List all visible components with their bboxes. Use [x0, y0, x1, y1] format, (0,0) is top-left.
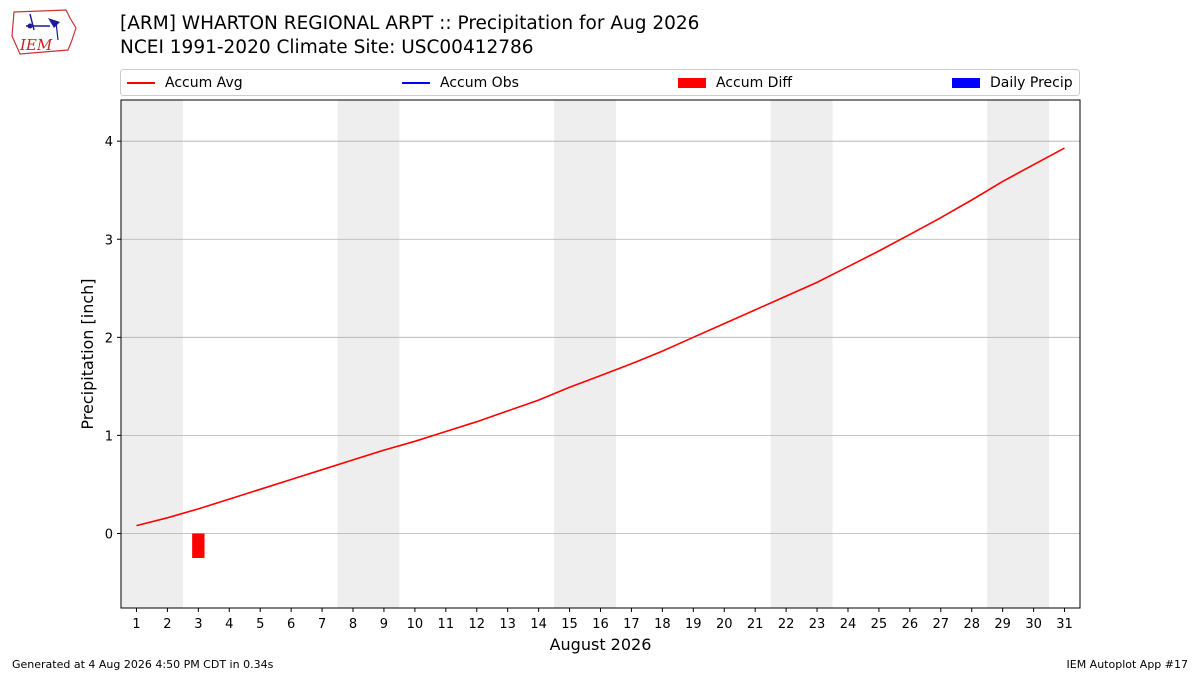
svg-text:IEM: IEM — [19, 36, 53, 54]
x-tick-label: 15 — [561, 617, 578, 632]
x-tick-label: 26 — [902, 617, 919, 632]
x-tick-label: 9 — [380, 617, 388, 632]
legend-item-accum-avg: Accum Avg — [127, 70, 243, 95]
x-tick-label: 8 — [349, 617, 357, 632]
footer-generated: Generated at 4 Aug 2026 4:50 PM CDT in 0… — [12, 658, 274, 671]
weekend-band — [987, 100, 1050, 608]
iem-logo: IEM — [11, 9, 77, 55]
y-tick-label: 4 — [105, 135, 113, 150]
chart-subtitle: NCEI 1991-2020 Climate Site: USC00412786 — [120, 37, 534, 58]
x-tick-label: 22 — [778, 617, 795, 632]
x-tick-label: 4 — [225, 617, 233, 632]
footer-app: IEM Autoplot App #17 — [1066, 658, 1189, 671]
x-tick-label: 20 — [716, 617, 733, 632]
legend-label-accum-diff: Accum Diff — [716, 74, 793, 91]
x-tick-label: 16 — [592, 617, 609, 632]
legend-label-accum-avg: Accum Avg — [165, 74, 243, 91]
weekend-band — [337, 100, 400, 608]
y-axis-label: Precipitation [inch] — [78, 278, 97, 429]
x-tick-label: 27 — [933, 617, 950, 632]
y-tick-label: 1 — [105, 429, 113, 444]
x-tick-label: 19 — [685, 617, 702, 632]
x-tick-label: 13 — [499, 617, 516, 632]
legend-swatch-accum-avg — [127, 81, 155, 84]
x-tick-label: 24 — [840, 617, 857, 632]
x-tick-label: 30 — [1025, 617, 1042, 632]
weekend-band — [554, 100, 616, 608]
y-tick-label: 2 — [105, 331, 113, 346]
weekend-band — [770, 100, 833, 608]
legend: Accum Avg Accum Obs Accum Diff Daily Pre… — [120, 69, 1080, 96]
chart-title: [ARM] WHARTON REGIONAL ARPT :: Precipita… — [120, 13, 700, 34]
x-tick-label: 5 — [256, 617, 264, 632]
x-tick-label: 12 — [468, 617, 485, 632]
x-tick-label: 29 — [994, 617, 1011, 632]
x-tick-label: 7 — [318, 617, 326, 632]
x-tick-label: 18 — [654, 617, 671, 632]
x-tick-label: 23 — [809, 617, 826, 632]
legend-item-accum-diff: Accum Diff — [678, 70, 792, 95]
legend-label-daily-precip: Daily Precip — [990, 74, 1073, 91]
y-tick-label: 3 — [105, 233, 113, 248]
weekend-band — [121, 100, 183, 608]
accum-avg-line — [136, 147, 1065, 527]
x-tick-label: 1 — [132, 617, 140, 632]
accum-diff-bar — [192, 533, 205, 558]
x-tick-label: 17 — [623, 617, 640, 632]
x-tick-label: 21 — [747, 617, 764, 632]
legend-item-daily-precip: Daily Precip — [952, 70, 1073, 95]
x-tick-label: 31 — [1056, 617, 1073, 632]
x-tick-label: 14 — [530, 617, 547, 632]
legend-swatch-accum-diff — [678, 77, 706, 88]
x-tick-label: 11 — [438, 617, 455, 632]
legend-swatch-accum-obs — [402, 81, 430, 84]
x-axis-label: August 2026 — [550, 635, 652, 654]
x-tick-label: 10 — [407, 617, 424, 632]
x-tick-label: 6 — [287, 617, 295, 632]
y-tick-label: 0 — [105, 527, 113, 542]
x-tick-label: 2 — [163, 617, 171, 632]
legend-swatch-daily-precip — [952, 77, 980, 88]
legend-label-accum-obs: Accum Obs — [440, 74, 519, 91]
x-tick-label: 25 — [871, 617, 888, 632]
x-tick-label: 3 — [194, 617, 202, 632]
x-tick-label: 28 — [963, 617, 980, 632]
legend-item-accum-obs: Accum Obs — [402, 70, 519, 95]
